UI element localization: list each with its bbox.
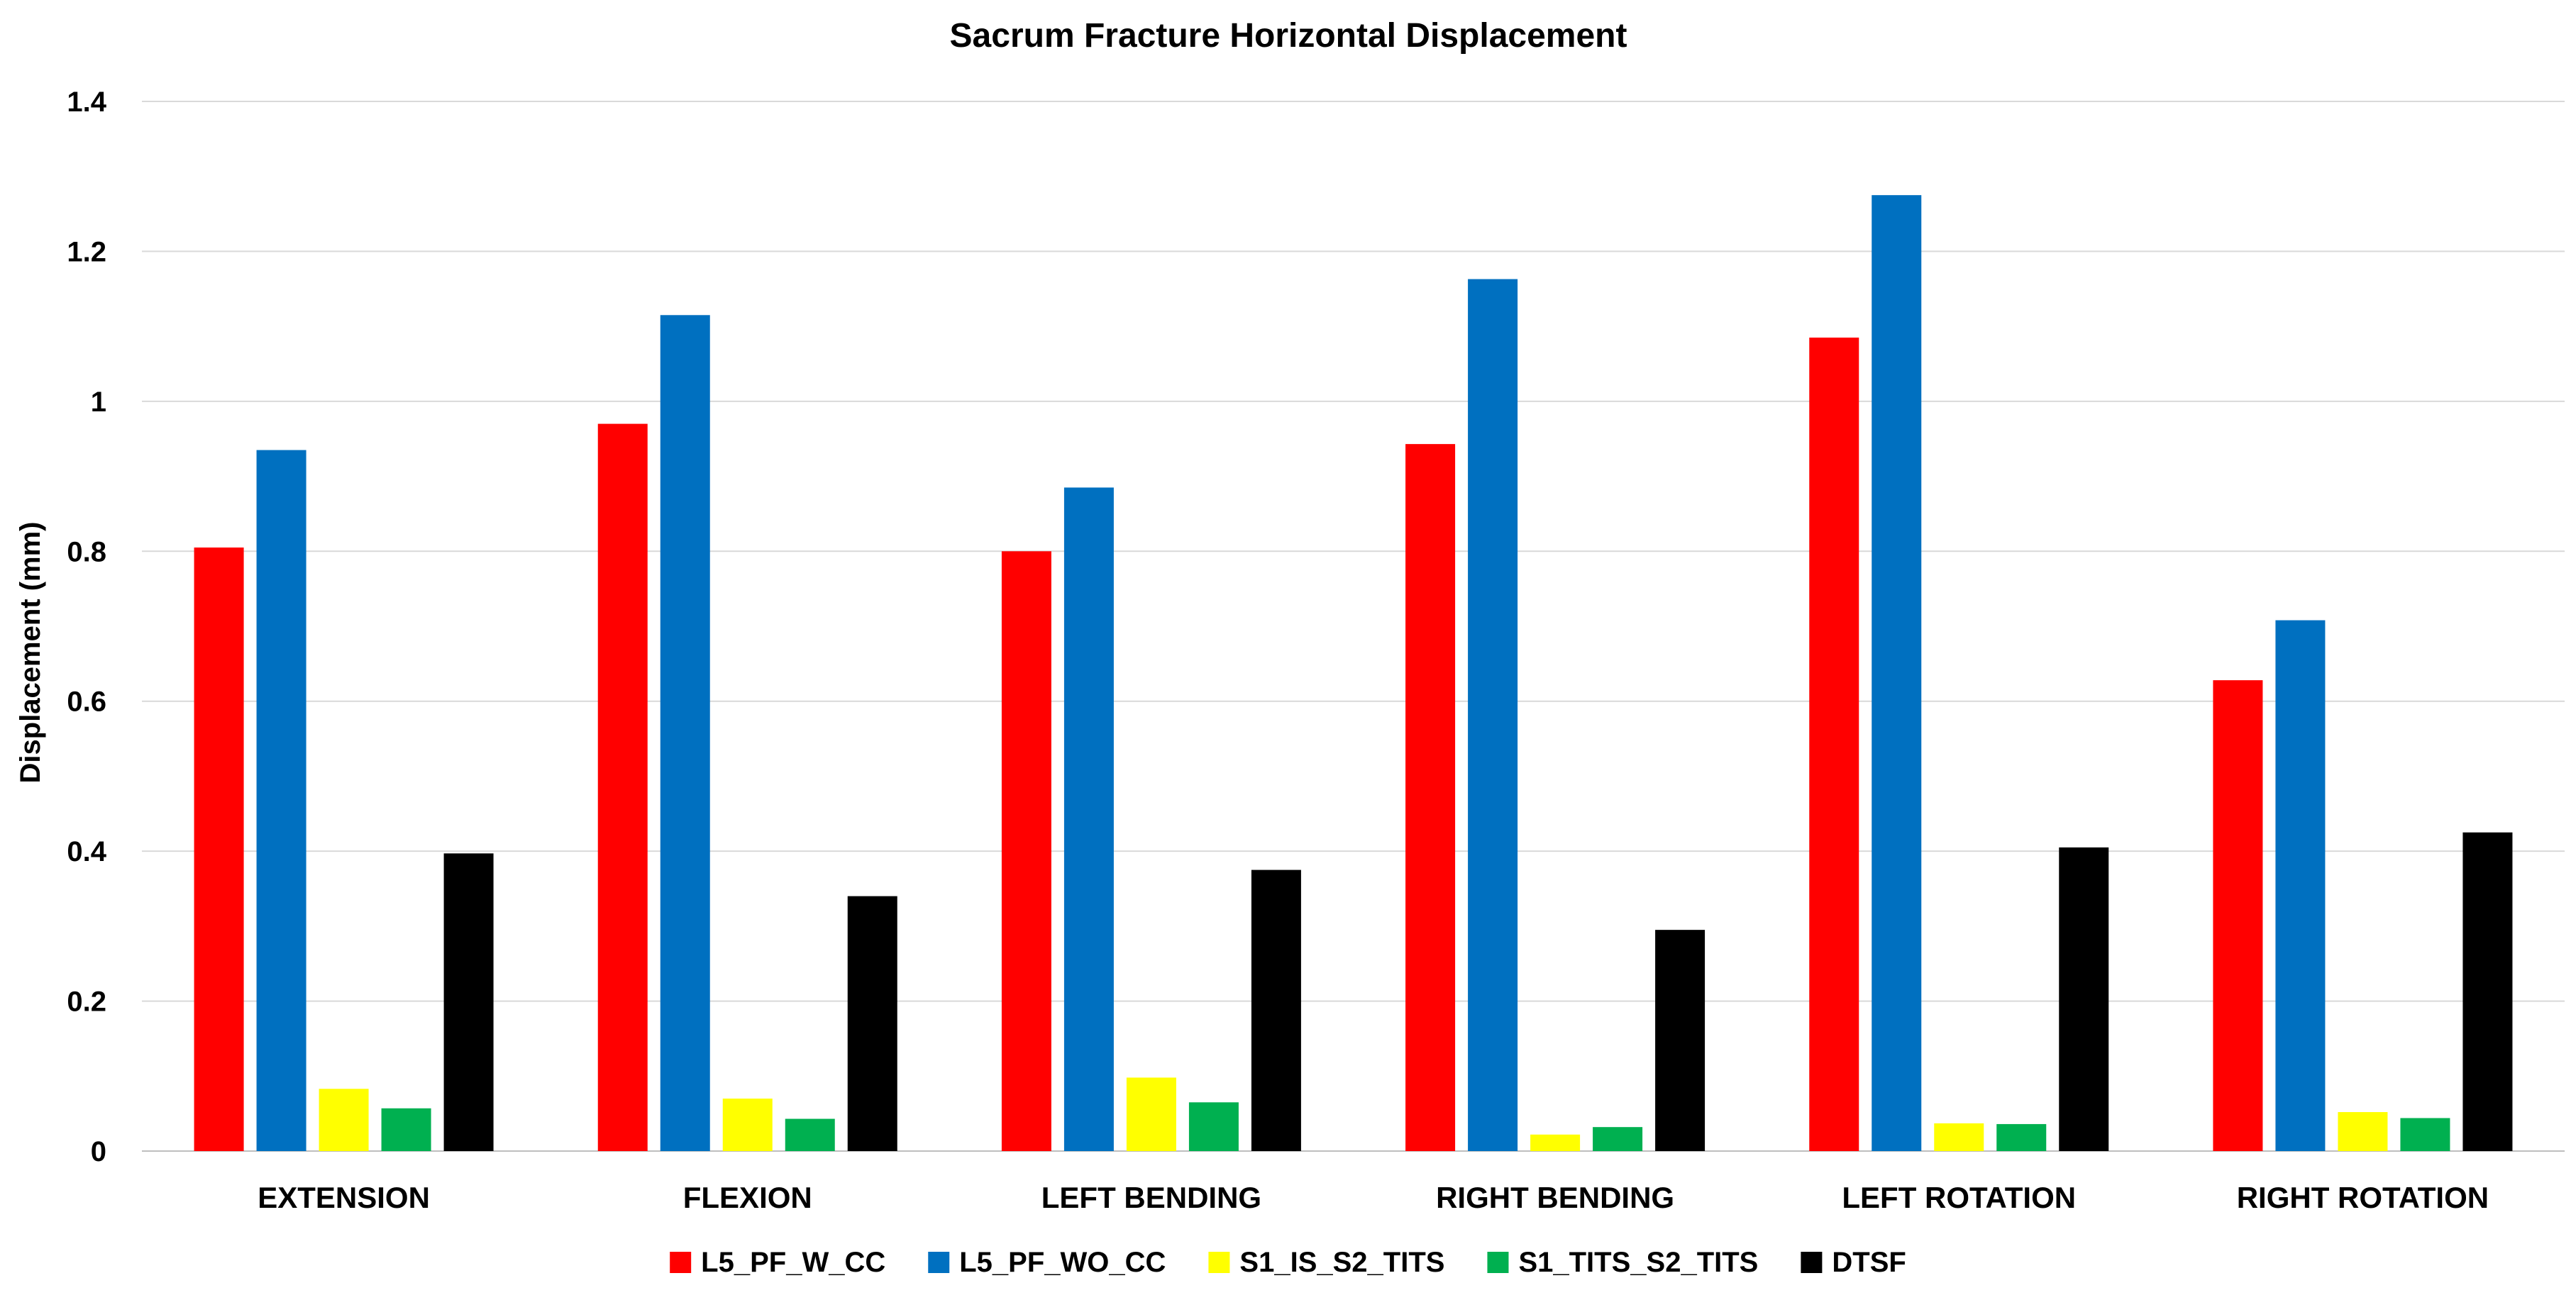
bar-s1-is-s2-tits-extension (319, 1089, 369, 1151)
legend-swatch (928, 1252, 950, 1273)
bar-s1-tits-s2-tits-left-bending (1188, 1102, 1239, 1151)
legend-swatch (670, 1252, 692, 1273)
bar-l5-pf-wo-cc-right-bending (1468, 279, 1518, 1151)
gridlines (142, 101, 2565, 1152)
bar-s1-tits-s2-tits-left-rotation (1996, 1123, 2047, 1151)
legend-item-s1-is-s2-tits: S1_IS_S2_TITS (1208, 1247, 1444, 1278)
chart-title: Sacrum Fracture Horizontal Displacement (950, 17, 1627, 55)
bar-dtsf-right-rotation (2462, 832, 2513, 1151)
legend-label: S1_TITS_S2_TITS (1518, 1247, 1758, 1278)
bar-s1-tits-s2-tits-extension (381, 1108, 431, 1151)
bar-l5-pf-w-cc-left-bending (1001, 551, 1051, 1151)
bar-s1-is-s2-tits-right-rotation (2338, 1112, 2388, 1151)
bar-l5-pf-wo-cc-extension (256, 450, 306, 1151)
bar-l5-pf-w-cc-right-rotation (2213, 680, 2263, 1151)
legend-swatch (1208, 1252, 1230, 1273)
x-category-label: LEFT ROTATION (1842, 1181, 2076, 1214)
x-axis-categories: EXTENSION FLEXION LEFT BENDING RIGHT BENDIN… (258, 1181, 2489, 1214)
y-tick-label: 1.2 (67, 236, 106, 267)
y-axis-label: Displacement (mm) (15, 522, 46, 784)
x-category-label: EXTENSION (258, 1181, 430, 1214)
bar-dtsf-flexion (847, 896, 897, 1151)
x-category-label: RIGHT ROTATION (2237, 1181, 2489, 1214)
bar-l5-pf-w-cc-left-rotation (1809, 338, 1859, 1151)
bar-l5-pf-w-cc-right-bending (1405, 444, 1456, 1151)
y-tick-label: 0.2 (67, 987, 106, 1018)
y-tick-label: 0.6 (67, 687, 106, 718)
y-tick-label: 0.8 (67, 536, 106, 567)
bars (194, 195, 2513, 1152)
legend: L5_PF_W_CC L5_PF_WO_CC S1_IS_S2_TITS S1_TIT… (670, 1247, 1906, 1278)
bar-dtsf-left-bending (1251, 870, 1301, 1151)
bar-l5-pf-w-cc-extension (194, 548, 244, 1151)
bar-s1-tits-s2-tits-flexion (785, 1118, 835, 1151)
x-category-label: RIGHT BENDING (1436, 1181, 1674, 1214)
legend-item-s1-tits-s2-tits: S1_TITS_S2_TITS (1487, 1247, 1758, 1278)
legend-label: S1_IS_S2_TITS (1239, 1247, 1444, 1278)
bar-l5-pf-wo-cc-left-rotation (1872, 195, 1922, 1152)
legend-item-l5-pf-w-cc: L5_PF_W_CC (670, 1247, 885, 1278)
bar-s1-is-s2-tits-left-bending (1126, 1077, 1176, 1151)
x-category-label: LEFT BENDING (1041, 1181, 1261, 1214)
bar-s1-is-s2-tits-right-bending (1530, 1134, 1581, 1151)
y-tick-label: 1 (91, 387, 106, 418)
bar-dtsf-left-rotation (2059, 847, 2109, 1151)
x-category-label: FLEXION (683, 1181, 812, 1214)
y-tick-label: 1.4 (67, 87, 106, 118)
bar-dtsf-right-bending (1655, 930, 1706, 1151)
y-tick-label: 0.4 (67, 836, 106, 867)
legend-label: DTSF (1832, 1247, 1906, 1278)
bar-s1-tits-s2-tits-right-rotation (2400, 1118, 2450, 1151)
bar-s1-is-s2-tits-flexion (722, 1099, 773, 1151)
legend-swatch (1487, 1252, 1509, 1273)
legend-swatch (1801, 1252, 1823, 1273)
bar-l5-pf-w-cc-flexion (597, 423, 648, 1151)
legend-label: L5_PF_WO_CC (959, 1247, 1166, 1278)
legend-item-l5-pf-wo-cc: L5_PF_WO_CC (928, 1247, 1166, 1278)
legend-label: L5_PF_W_CC (701, 1247, 885, 1278)
bar-l5-pf-wo-cc-left-bending (1063, 487, 1114, 1151)
bar-l5-pf-wo-cc-flexion (660, 315, 710, 1152)
bar-l5-pf-wo-cc-right-rotation (2275, 620, 2326, 1151)
bar-dtsf-extension (443, 853, 494, 1151)
bar-s1-tits-s2-tits-right-bending (1593, 1127, 1643, 1151)
y-tick-label: 0 (91, 1136, 106, 1167)
legend-item-dtsf: DTSF (1801, 1247, 1906, 1278)
bar-s1-is-s2-tits-left-rotation (1934, 1123, 1984, 1151)
y-axis-ticks: 0 0.2 0.4 0.6 0.8 1 1.2 1.4 (67, 87, 106, 1167)
